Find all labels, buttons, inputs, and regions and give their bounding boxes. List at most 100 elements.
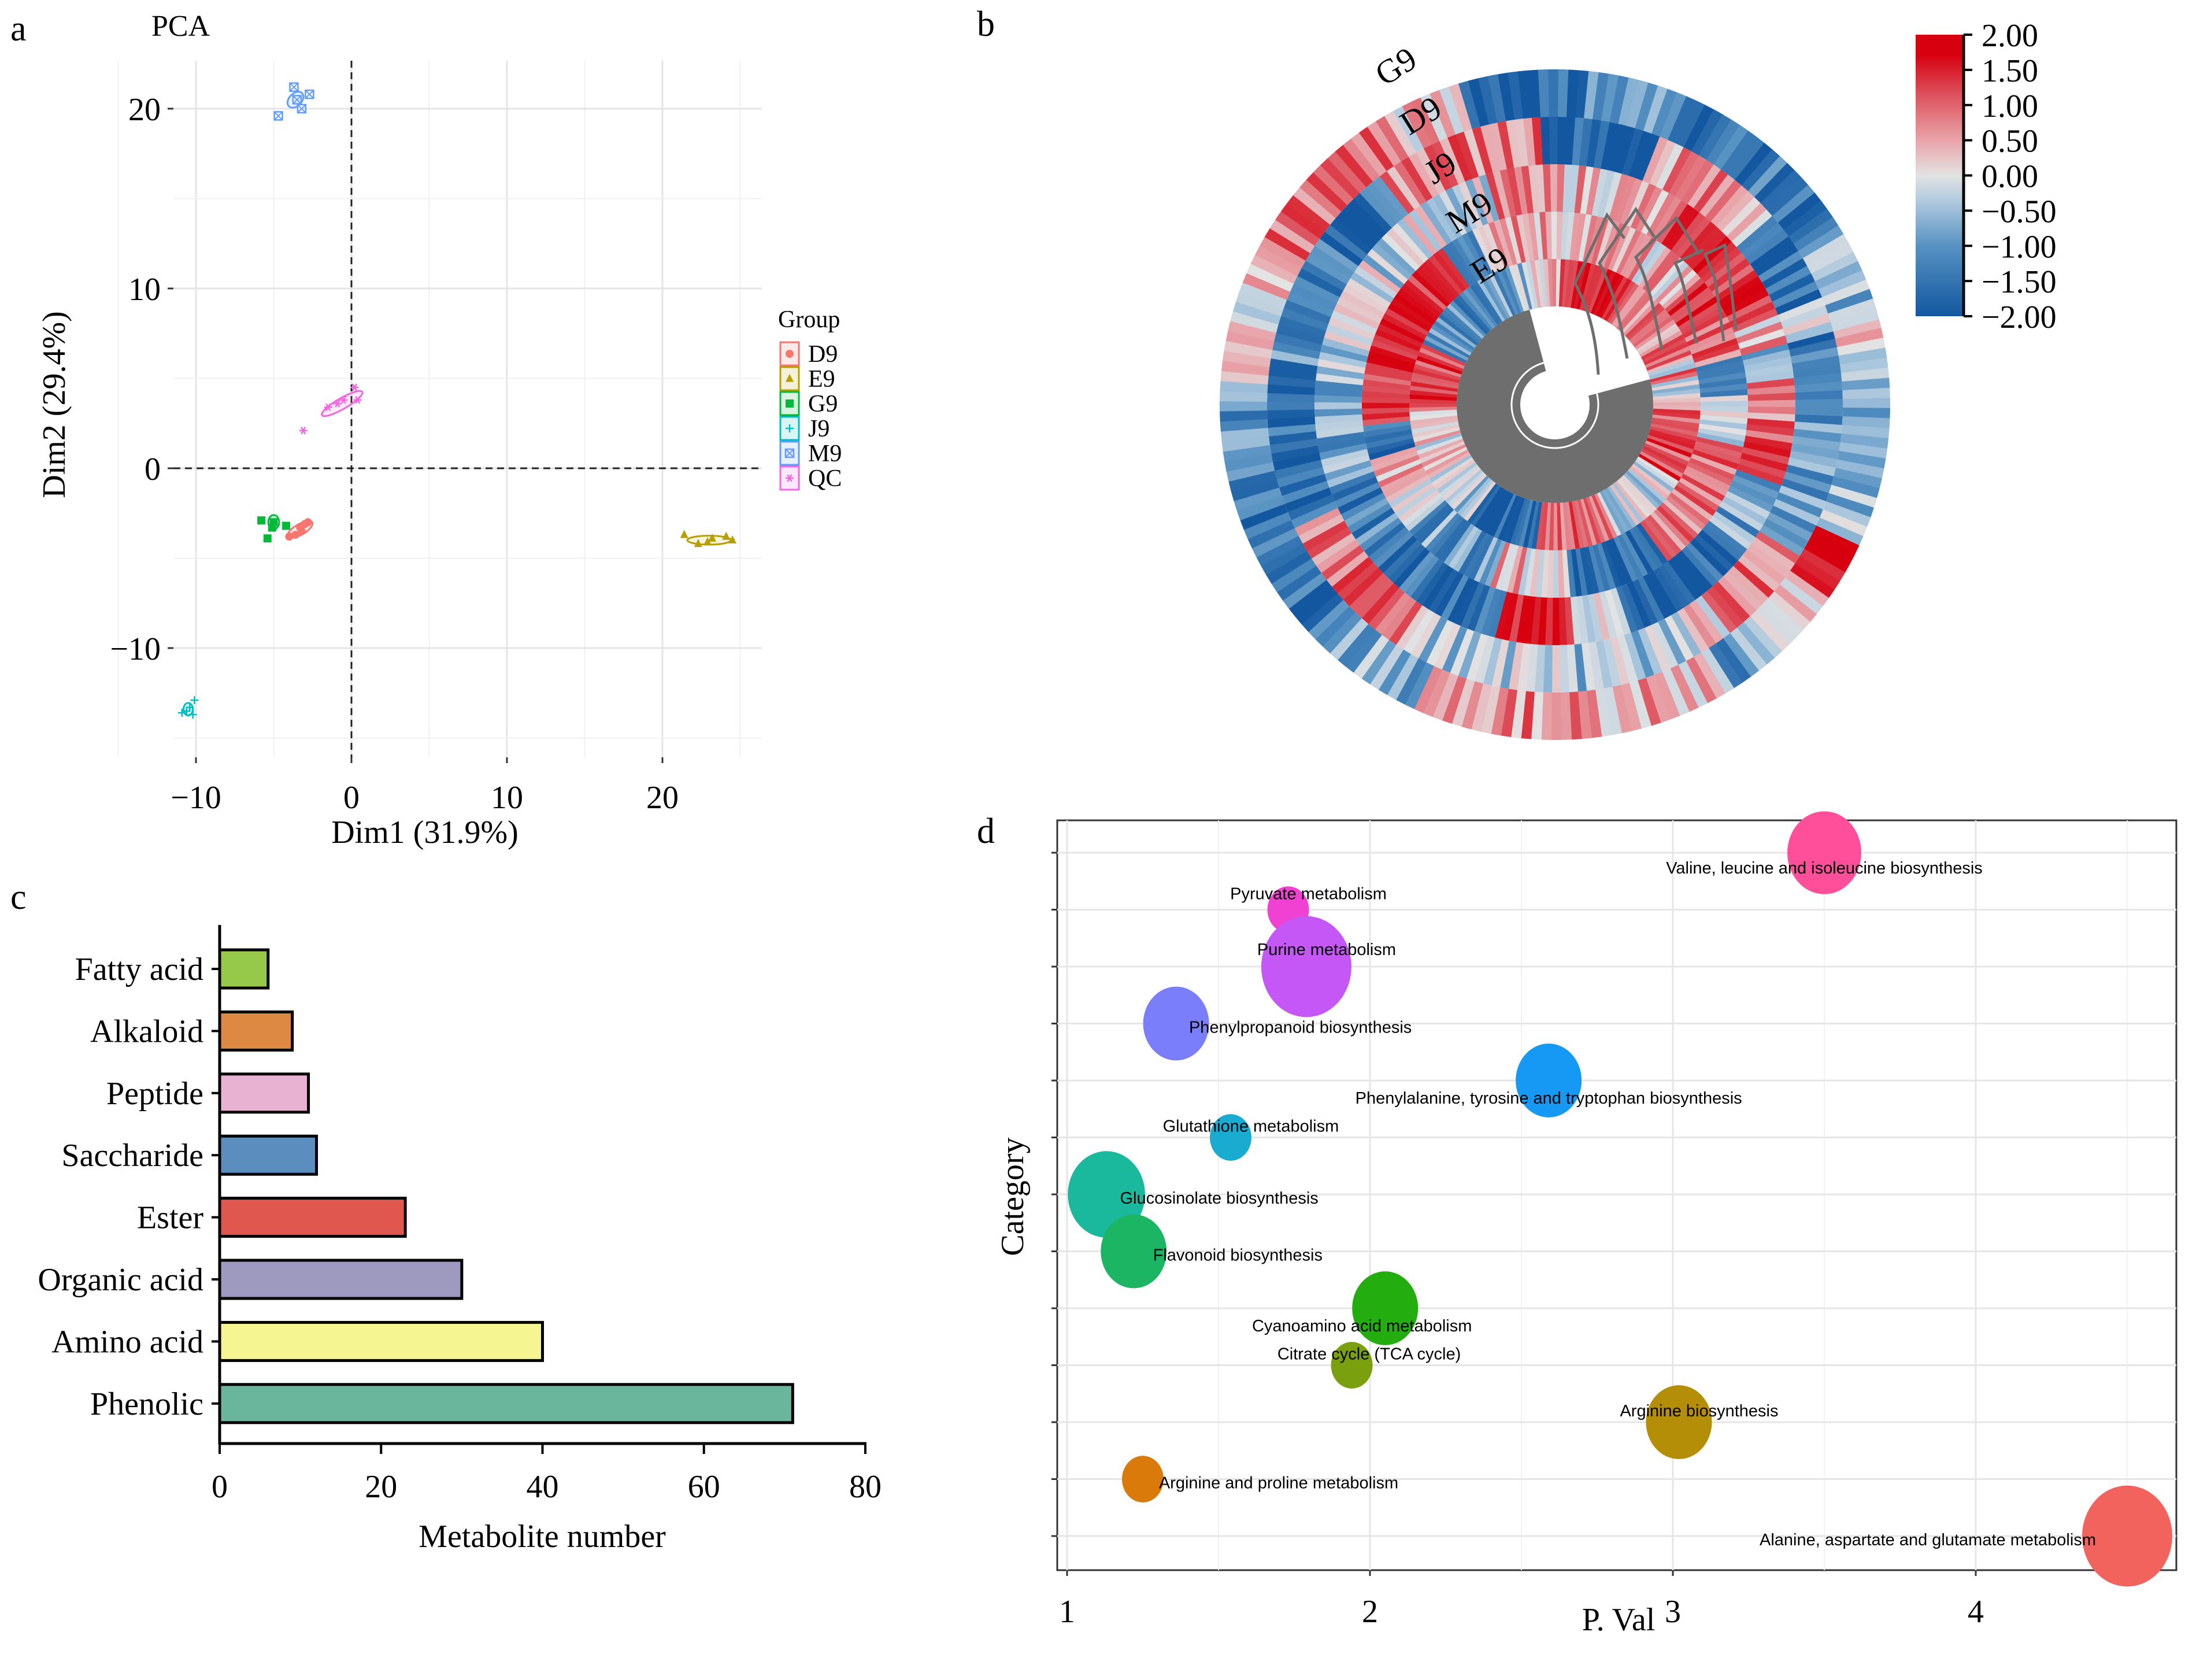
heatmap-cell [1473,536,1498,583]
heatmap-cell [1431,140,1460,188]
heatmap-cell [1410,380,1458,392]
heatmap-cell [1412,424,1460,438]
heatmap-cell [1699,419,1747,431]
heatmap-cell [1366,180,1404,223]
heatmap-cell [1421,565,1454,609]
heatmap-cell [1316,431,1365,446]
heatmap-cell [1669,664,1699,713]
heatmap-cell [1586,167,1602,216]
heatmap-cell [1419,441,1465,464]
pca-point [303,518,312,527]
heatmap-cell [1394,160,1428,206]
heatmap-cell [1620,583,1645,631]
heatmap-cell [1663,615,1694,662]
heatmap-cell [1426,197,1458,242]
heatmap-cell [1315,379,1363,391]
heatmap-cell [1509,498,1528,545]
heatmap-cell [1443,523,1475,566]
heatmap-cell [1646,515,1682,555]
heatmap-cell [1353,192,1393,233]
heatmap-cell [1409,412,1458,421]
pca-panel-bg [173,61,762,757]
heatmap-cell [1738,328,1786,350]
heatmap-cell [1447,240,1478,284]
pca-point [339,396,348,404]
heatmap-cell [1831,476,1880,499]
pca-legend-label: E9 [808,366,835,393]
heatmap-cell [1648,358,1695,377]
heatmap-cell [1788,208,1834,245]
heatmap-cell [1328,470,1376,495]
panel-label-a: a [10,9,27,49]
heatmap-cell [1585,266,1605,313]
heatmap-cell [1482,637,1502,686]
heatmap-cell [1364,367,1412,382]
heatmap-cell [1377,462,1424,488]
heatmap-cell [1320,448,1369,467]
heatmap-cell [1397,217,1434,259]
heatmap-cell [1691,338,1739,360]
heatmap-cell [1420,201,1453,245]
heatmap-cell [1306,526,1352,559]
heatmap-cell [1736,464,1784,487]
heatmap-cell [1706,119,1741,165]
heatmap-cell [1641,189,1670,235]
heatmap-cell [1614,176,1637,223]
heatmap-cell [1415,432,1462,451]
heatmap-cell [1368,526,1409,563]
heatmap-cell [1548,69,1560,117]
heatmap-cell [1409,558,1444,601]
pca-legend-label: QC [808,465,842,492]
pca-y-axis-label: Dim2 (29.4%) [36,311,72,498]
heatmap-cell [1709,516,1751,550]
heatmap-cell [1675,100,1706,148]
metabolite-bar-chart: Fatty acid Alkaloid Peptide Saccharide Ester… [38,925,882,1555]
heatmap-cell [1316,372,1364,386]
heatmap-cell [1721,131,1758,176]
heatmap-cell [1648,432,1695,450]
heatmap-cell [1354,577,1394,619]
heatmap-cell [1538,69,1551,117]
heatmap-cell [1551,212,1558,260]
heatmap-cell [1274,331,1323,352]
heatmap-cell [1694,349,1742,368]
heatmap-cell [1339,290,1386,319]
heatmap-cell [1456,131,1480,179]
heatmap-cell [1743,441,1791,459]
heatmap-cell [1623,472,1660,509]
heatmap-cell [1479,174,1501,222]
heatmap-cell [1556,259,1562,307]
heatmap-cell [1441,309,1481,343]
heatmap-cell [1490,639,1509,687]
heatmap-cell [1761,597,1804,638]
heatmap-cell [1394,293,1436,325]
pca-legend-title: Group [778,306,840,333]
heatmap-ring-e9 [1409,259,1701,550]
heatmap-cell [1433,320,1475,351]
heatmap-cell [1369,644,1404,690]
heatmap-cell [1684,657,1717,704]
bar-row [218,948,270,990]
heatmap-cell [1276,323,1324,345]
pca-point-box [305,89,314,99]
heatmap-cell [1665,495,1706,531]
heatmap-cell [1706,586,1744,629]
heatmap-cell [1643,625,1671,672]
heatmap-cell [1377,323,1423,348]
heatmap-cell [1416,506,1454,544]
heatmap-cell [1772,281,1820,309]
heatmap-cell [1228,469,1277,492]
heatmap-cell [1420,92,1449,141]
heatmap-cell [1750,236,1794,271]
heatmap-cell [1371,450,1419,472]
heatmap-cell [1509,265,1527,312]
heatmap-cell [1762,519,1809,550]
pca-series-e9 [680,530,737,547]
heatmap-cell [1652,384,1700,394]
heatmap-cell [1636,627,1662,676]
heatmap-cell [1513,499,1531,546]
heatmap-cell [1439,190,1468,236]
heatmap-cell [1566,549,1576,598]
pca-point-box [784,448,795,458]
heatmap-cell [1631,240,1662,284]
